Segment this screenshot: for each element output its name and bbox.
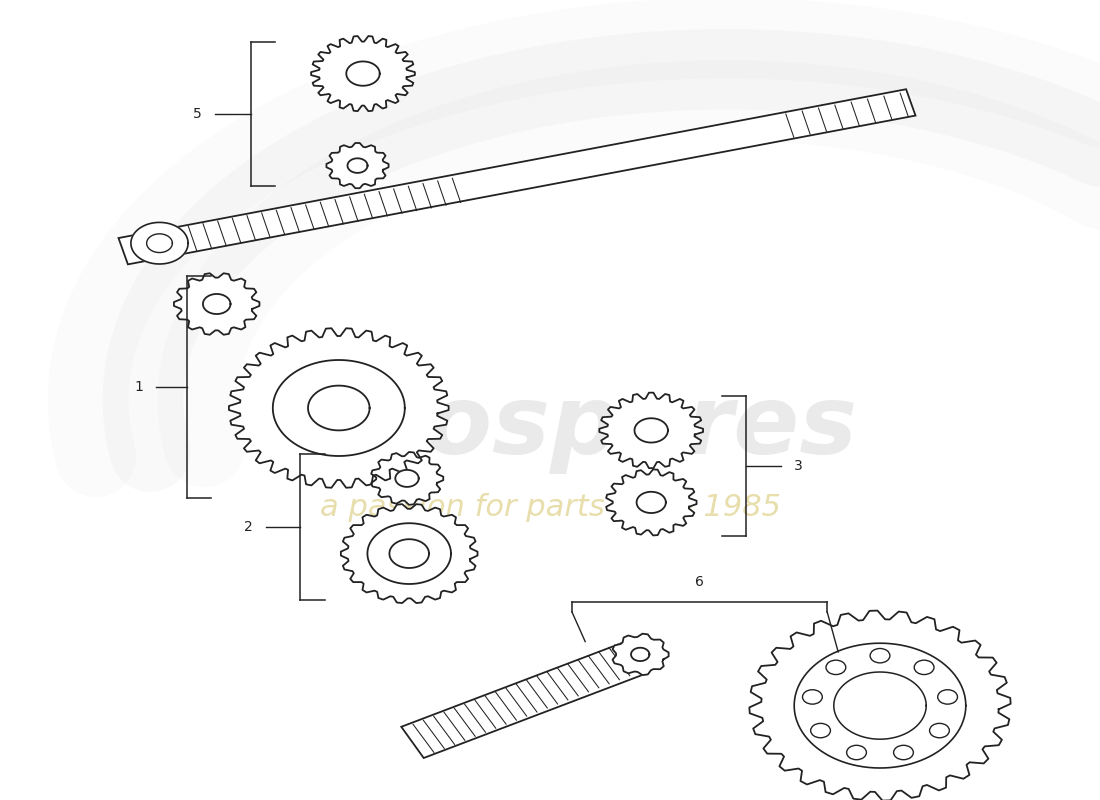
Text: 1: 1 — [134, 380, 143, 394]
Polygon shape — [229, 328, 449, 488]
Circle shape — [803, 690, 823, 704]
Circle shape — [930, 723, 949, 738]
Polygon shape — [371, 452, 443, 505]
Polygon shape — [794, 643, 966, 768]
Polygon shape — [635, 418, 668, 442]
Circle shape — [811, 723, 830, 738]
Polygon shape — [631, 648, 649, 661]
Polygon shape — [146, 234, 173, 253]
Polygon shape — [834, 672, 926, 739]
Polygon shape — [308, 386, 370, 430]
Text: eurospares: eurospares — [242, 382, 858, 474]
Polygon shape — [341, 504, 477, 603]
Text: 3: 3 — [794, 458, 803, 473]
Circle shape — [870, 649, 890, 663]
Text: 5: 5 — [192, 106, 201, 121]
Circle shape — [937, 690, 957, 704]
Polygon shape — [402, 642, 647, 758]
Polygon shape — [637, 492, 666, 513]
Text: 2: 2 — [244, 520, 253, 534]
Polygon shape — [273, 360, 405, 456]
Polygon shape — [389, 539, 429, 568]
Circle shape — [826, 660, 846, 674]
Circle shape — [847, 746, 867, 760]
Polygon shape — [346, 62, 380, 86]
Polygon shape — [749, 610, 1011, 800]
Polygon shape — [600, 393, 703, 468]
Text: a passion for parts since 1985: a passion for parts since 1985 — [319, 494, 781, 522]
Circle shape — [893, 746, 913, 760]
Circle shape — [914, 660, 934, 674]
Polygon shape — [131, 222, 188, 264]
Polygon shape — [613, 634, 669, 675]
Polygon shape — [202, 294, 231, 314]
Polygon shape — [327, 143, 388, 188]
Polygon shape — [606, 470, 696, 535]
Polygon shape — [119, 90, 915, 264]
Polygon shape — [348, 158, 367, 173]
Polygon shape — [367, 523, 451, 584]
Polygon shape — [395, 470, 419, 487]
Polygon shape — [174, 274, 260, 334]
Text: 6: 6 — [695, 574, 704, 589]
Polygon shape — [311, 36, 415, 111]
